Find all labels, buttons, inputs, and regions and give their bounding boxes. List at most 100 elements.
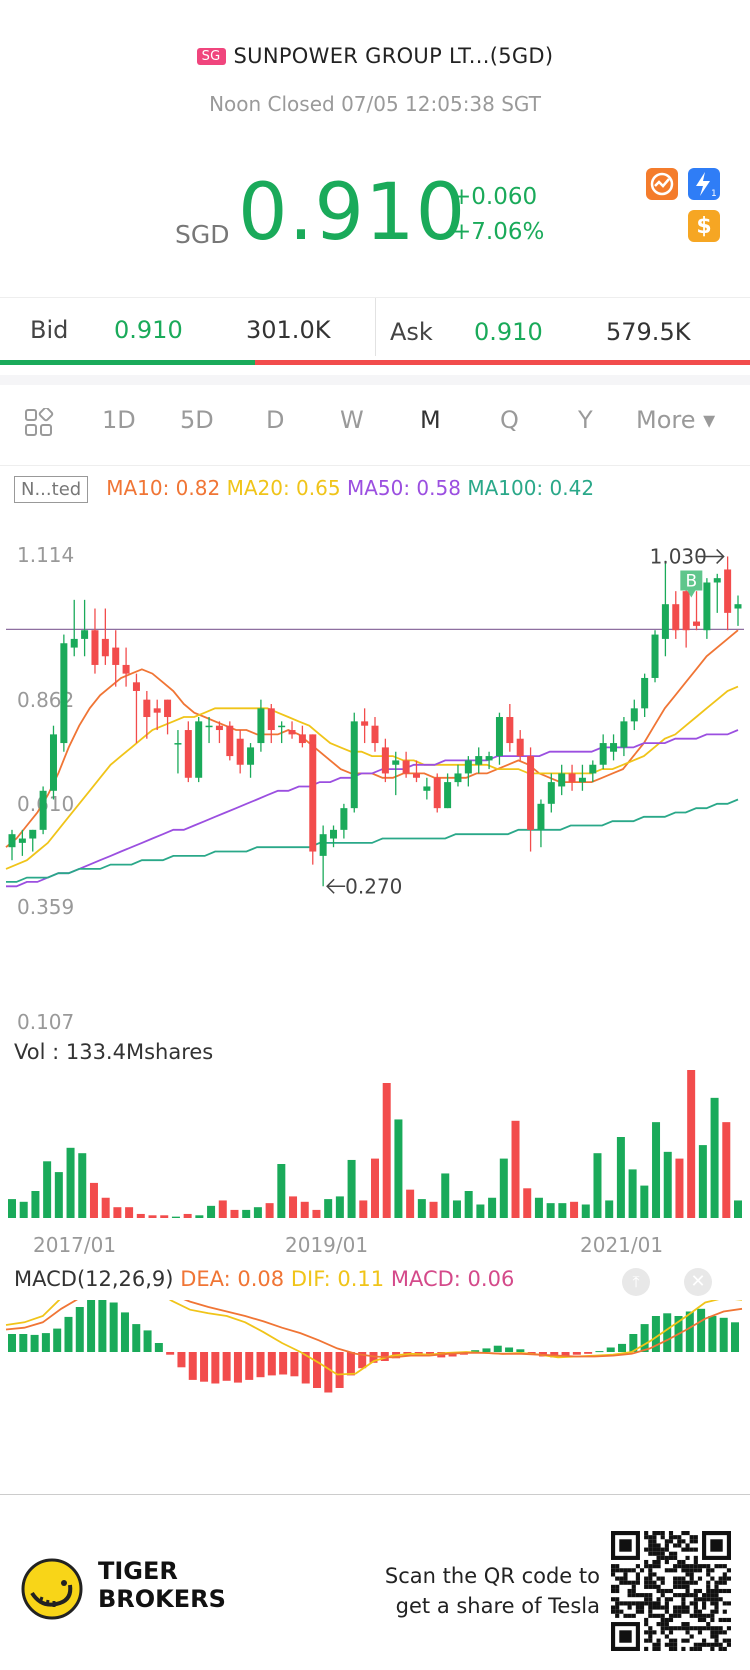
tab-month[interactable]: M xyxy=(420,406,441,434)
pin-top-icon[interactable]: ⤒ xyxy=(622,1268,650,1296)
price-chart[interactable]: 1.030 0.270 B xyxy=(0,500,750,1030)
qr-module xyxy=(673,1555,678,1560)
qr-module xyxy=(718,1588,723,1594)
buy-marker-icon[interactable]: B xyxy=(680,570,703,598)
layout-grid-icon[interactable] xyxy=(24,406,54,444)
qr-module xyxy=(611,1572,616,1577)
tab-day[interactable]: D xyxy=(266,406,285,434)
qr-module xyxy=(644,1576,649,1581)
qr-module xyxy=(635,1580,640,1585)
qr-module xyxy=(693,1626,698,1631)
qr-module xyxy=(706,1568,711,1573)
qr-module xyxy=(623,1572,628,1577)
qr-code[interactable] xyxy=(611,1531,731,1651)
qr-module xyxy=(635,1601,640,1606)
candle-body xyxy=(174,743,182,745)
close-icon[interactable]: ✕ xyxy=(684,1268,712,1296)
volume-bar xyxy=(687,1070,696,1218)
tab-1d[interactable]: 1D xyxy=(102,406,136,434)
qr-module xyxy=(726,1642,731,1647)
volume-bar xyxy=(734,1200,742,1218)
promo-line-1: Scan the QR code to xyxy=(384,1564,600,1588)
qr-module xyxy=(648,1634,653,1639)
qr-module xyxy=(681,1605,686,1610)
macd-bar xyxy=(505,1347,514,1352)
qr-module xyxy=(685,1555,690,1560)
qr-module xyxy=(718,1630,723,1635)
qr-module xyxy=(648,1593,653,1598)
x-axis-label: 2019/01 xyxy=(285,1233,369,1257)
qr-module xyxy=(697,1626,703,1631)
tiger-logo-icon xyxy=(20,1557,84,1625)
qr-module xyxy=(664,1601,669,1606)
qr-module xyxy=(706,1580,711,1585)
qr-module xyxy=(722,1564,727,1569)
qr-module xyxy=(664,1617,669,1623)
qr-module xyxy=(644,1630,649,1635)
macd-bar xyxy=(154,1343,163,1352)
macd-bar xyxy=(166,1352,175,1355)
qr-module xyxy=(693,1580,698,1585)
qr-module xyxy=(652,1646,657,1651)
qr-module xyxy=(685,1593,690,1598)
qr-module xyxy=(656,1547,661,1552)
qr-module xyxy=(710,1630,715,1635)
qr-module xyxy=(627,1605,632,1610)
trend-icon[interactable] xyxy=(646,168,678,200)
tab-year[interactable]: Y xyxy=(578,406,593,434)
dollar-icon[interactable]: $ xyxy=(688,210,720,242)
candle-body xyxy=(8,834,16,848)
macd-bar xyxy=(697,1308,706,1352)
qr-module xyxy=(664,1547,669,1552)
y-label: 1.114 xyxy=(17,543,75,567)
candle-body xyxy=(205,725,213,728)
tab-more[interactable]: More ▾ xyxy=(636,406,716,434)
qr-finder xyxy=(619,1539,632,1552)
qr-module xyxy=(714,1584,719,1589)
flash-icon[interactable]: 1 xyxy=(688,168,720,200)
volume-chart[interactable] xyxy=(0,1070,750,1230)
qr-module xyxy=(652,1531,657,1536)
macd-bar xyxy=(200,1352,209,1382)
candle-body xyxy=(70,638,78,648)
qr-module xyxy=(635,1605,640,1610)
qr-module xyxy=(611,1588,616,1594)
volume-bar xyxy=(136,1213,145,1218)
adjust-mode-button[interactable]: N...ted xyxy=(14,476,89,503)
qr-module xyxy=(644,1622,649,1627)
qr-module xyxy=(639,1609,645,1614)
macd-chart[interactable] xyxy=(0,1300,750,1450)
qr-module xyxy=(677,1626,682,1631)
qr-module xyxy=(714,1564,719,1569)
qr-module xyxy=(652,1630,657,1635)
volume-bar xyxy=(54,1172,63,1218)
qr-module xyxy=(681,1626,686,1631)
candle-body xyxy=(122,664,130,674)
qr-module xyxy=(677,1593,682,1598)
volume-bar xyxy=(441,1173,450,1218)
qr-module xyxy=(714,1638,719,1643)
qr-module xyxy=(710,1617,715,1623)
x-axis-label: 2017/01 xyxy=(33,1233,117,1257)
candle-body xyxy=(444,782,452,809)
qr-module xyxy=(664,1555,669,1560)
tab-5d[interactable]: 5D xyxy=(180,406,214,434)
tab-quarter[interactable]: Q xyxy=(500,406,519,434)
qr-module xyxy=(652,1543,657,1548)
qr-module xyxy=(693,1588,698,1594)
candle-body xyxy=(247,747,255,765)
qr-module xyxy=(726,1638,731,1643)
candle-body xyxy=(661,604,669,639)
qr-module xyxy=(644,1593,649,1598)
qr-module xyxy=(648,1535,653,1540)
bid-price: 0.910 xyxy=(114,316,183,344)
qr-module xyxy=(656,1551,661,1556)
macd-bar xyxy=(87,1300,96,1352)
candle-body xyxy=(143,699,151,718)
bid-label: Bid xyxy=(30,316,69,344)
qr-module xyxy=(673,1584,678,1589)
volume-bar xyxy=(218,1200,227,1218)
qr-module xyxy=(677,1584,682,1589)
tab-week[interactable]: W xyxy=(340,406,364,434)
candle-body xyxy=(392,760,400,765)
